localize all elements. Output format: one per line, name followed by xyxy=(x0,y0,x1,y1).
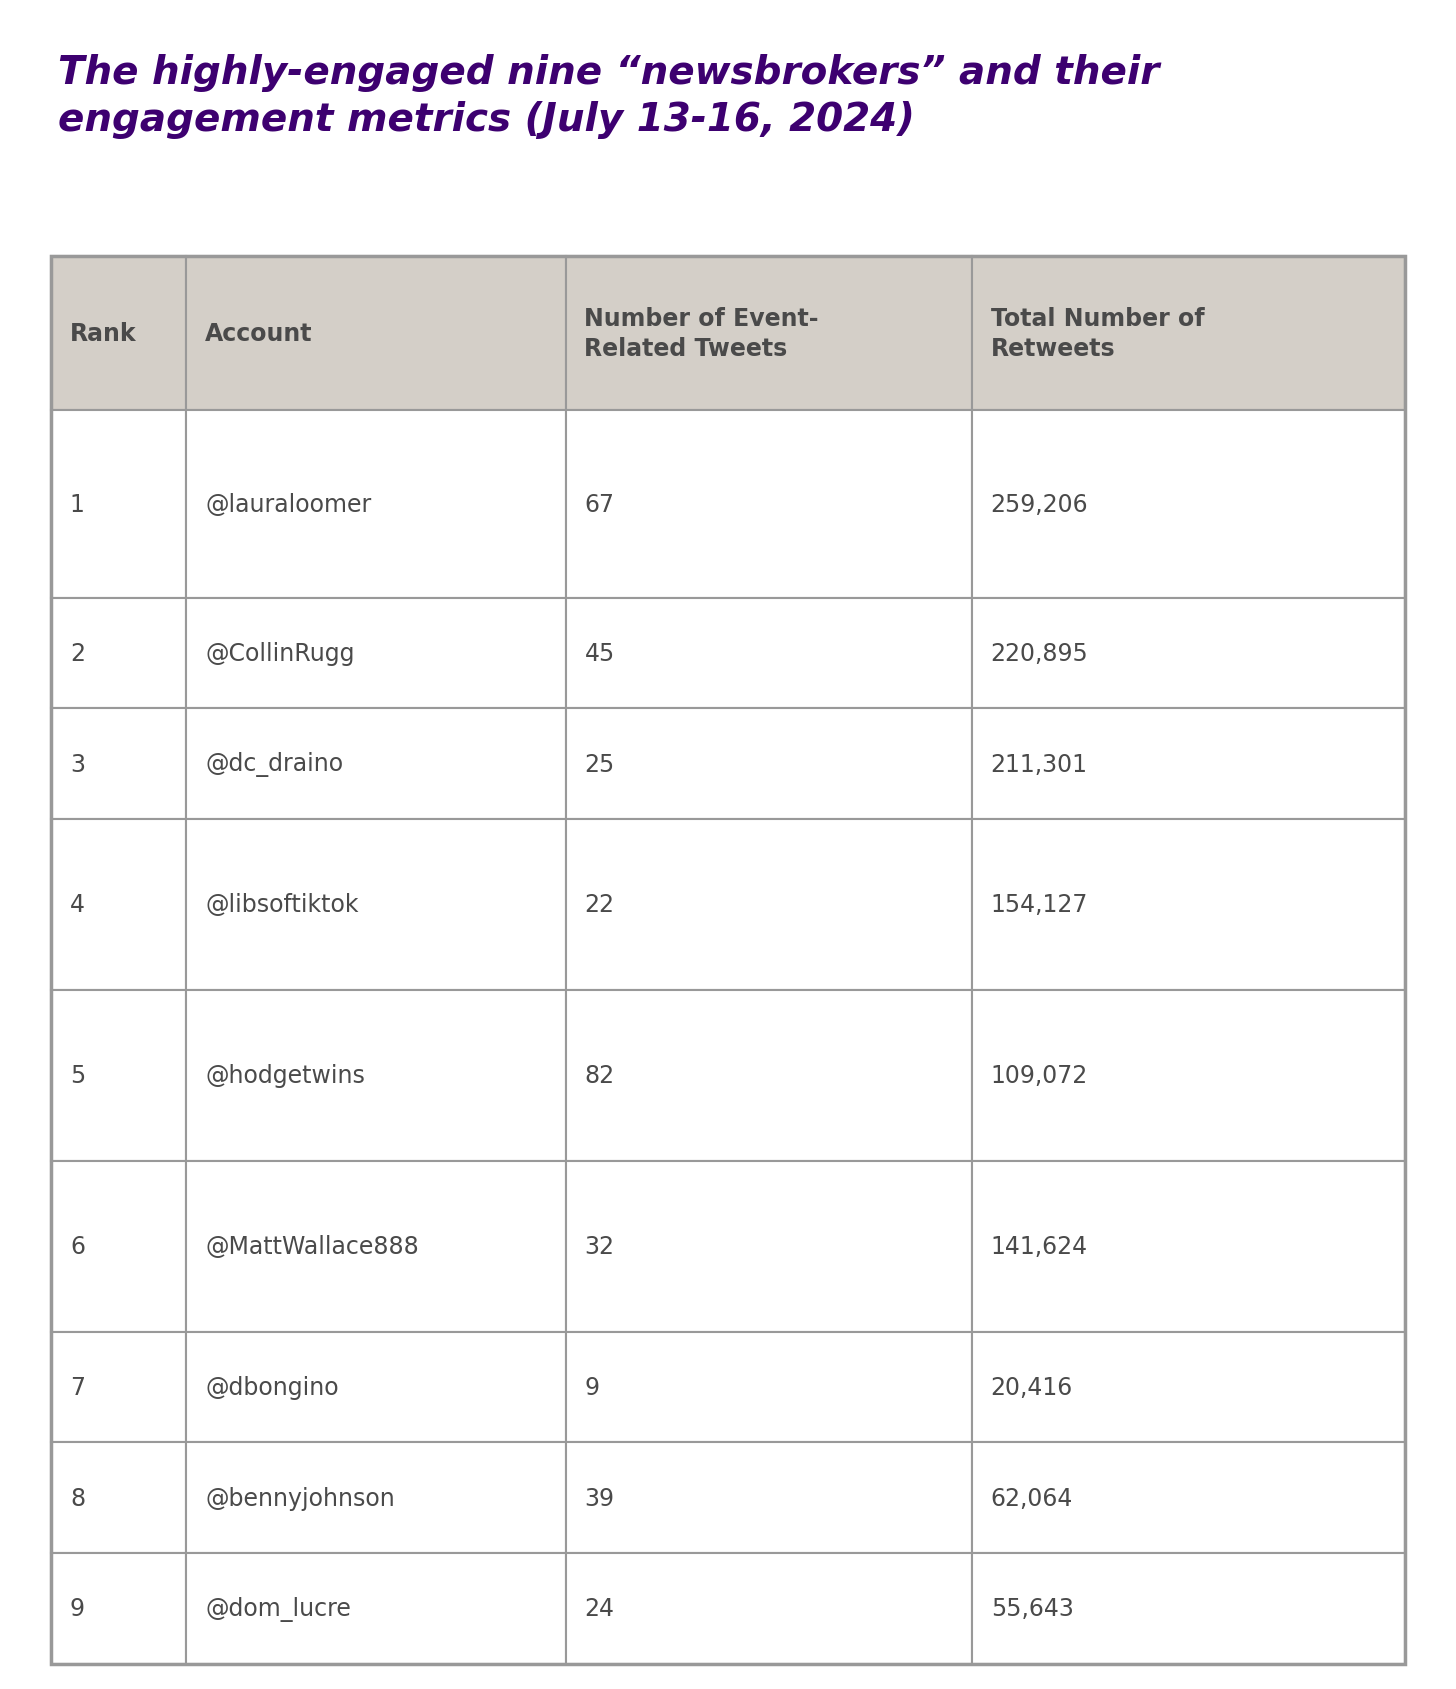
Text: 211,301: 211,301 xyxy=(990,752,1088,777)
Text: 45: 45 xyxy=(584,642,614,665)
Bar xyxy=(565,1554,971,1664)
Text: 62,064: 62,064 xyxy=(990,1486,1073,1510)
Text: 82: 82 xyxy=(584,1064,614,1088)
Text: @lauraloomer: @lauraloomer xyxy=(205,493,371,517)
Bar xyxy=(971,410,1405,598)
Text: 9: 9 xyxy=(70,1596,84,1620)
Bar xyxy=(51,257,1405,1664)
Text: 2: 2 xyxy=(70,642,84,665)
Bar xyxy=(186,410,565,598)
Bar xyxy=(186,1333,565,1442)
Text: Account: Account xyxy=(205,323,313,346)
Text: Number of Event-
Related Tweets: Number of Event- Related Tweets xyxy=(584,307,818,361)
Text: @hodgetwins: @hodgetwins xyxy=(205,1064,365,1088)
Bar xyxy=(186,1554,565,1664)
Text: Total Number of
Retweets: Total Number of Retweets xyxy=(990,307,1204,361)
Bar xyxy=(51,1554,186,1664)
Text: 109,072: 109,072 xyxy=(990,1064,1088,1088)
Bar xyxy=(971,819,1405,990)
Text: 259,206: 259,206 xyxy=(990,493,1088,517)
Bar xyxy=(51,1442,186,1554)
Bar xyxy=(971,257,1405,410)
Text: 220,895: 220,895 xyxy=(990,642,1089,665)
Bar xyxy=(51,990,186,1160)
Text: 154,127: 154,127 xyxy=(990,893,1088,917)
Text: The highly-engaged nine “newsbrokers” and their
engagement metrics (July 13-16, : The highly-engaged nine “newsbrokers” an… xyxy=(58,54,1159,138)
Text: 20,416: 20,416 xyxy=(990,1375,1073,1398)
Bar xyxy=(565,257,971,410)
Bar xyxy=(186,1160,565,1333)
Bar xyxy=(971,1442,1405,1554)
Text: 7: 7 xyxy=(70,1375,84,1398)
Text: @MattWallace888: @MattWallace888 xyxy=(205,1235,419,1258)
Text: Rank: Rank xyxy=(70,323,137,346)
Text: 6: 6 xyxy=(70,1235,84,1258)
Text: 67: 67 xyxy=(584,493,614,517)
Text: 25: 25 xyxy=(584,752,614,777)
Bar xyxy=(186,257,565,410)
Bar xyxy=(51,709,186,819)
Text: 5: 5 xyxy=(70,1064,84,1088)
Bar xyxy=(51,819,186,990)
Text: 4: 4 xyxy=(70,893,84,917)
Text: 22: 22 xyxy=(584,893,614,917)
Text: @dbongino: @dbongino xyxy=(205,1375,339,1398)
Bar xyxy=(186,598,565,709)
Text: 9: 9 xyxy=(584,1375,600,1398)
Text: 24: 24 xyxy=(584,1596,614,1620)
Text: @CollinRugg: @CollinRugg xyxy=(205,642,355,665)
Bar xyxy=(51,1333,186,1442)
Bar xyxy=(565,709,971,819)
Text: @libsoftiktok: @libsoftiktok xyxy=(205,893,358,917)
Text: 3: 3 xyxy=(70,752,84,777)
Text: 8: 8 xyxy=(70,1486,84,1510)
Bar xyxy=(565,819,971,990)
Text: 55,643: 55,643 xyxy=(990,1596,1073,1620)
Bar xyxy=(971,1554,1405,1664)
Text: 141,624: 141,624 xyxy=(990,1235,1088,1258)
Bar xyxy=(565,1160,971,1333)
Bar xyxy=(565,598,971,709)
Text: 39: 39 xyxy=(584,1486,614,1510)
Bar xyxy=(565,410,971,598)
Bar xyxy=(565,990,971,1160)
Bar xyxy=(51,257,186,410)
Bar xyxy=(186,709,565,819)
Bar xyxy=(186,1442,565,1554)
Bar xyxy=(971,709,1405,819)
Text: @bennyjohnson: @bennyjohnson xyxy=(205,1486,395,1510)
Bar xyxy=(51,410,186,598)
Text: @dom_lucre: @dom_lucre xyxy=(205,1596,351,1621)
Bar xyxy=(565,1442,971,1554)
Bar xyxy=(186,819,565,990)
Text: @dc_draino: @dc_draino xyxy=(205,752,344,777)
Bar xyxy=(971,1160,1405,1333)
Bar xyxy=(51,598,186,709)
Bar xyxy=(565,1333,971,1442)
Text: 32: 32 xyxy=(584,1235,614,1258)
Bar xyxy=(971,1333,1405,1442)
Bar xyxy=(971,990,1405,1160)
Bar xyxy=(186,990,565,1160)
Bar xyxy=(51,1160,186,1333)
Text: 1: 1 xyxy=(70,493,84,517)
Bar xyxy=(971,598,1405,709)
